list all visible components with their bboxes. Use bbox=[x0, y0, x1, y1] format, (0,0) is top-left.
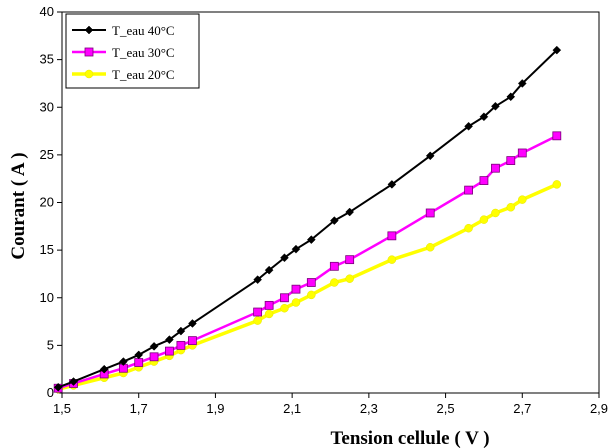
data-point bbox=[425, 151, 435, 161]
legend-item: T_eau 30°C bbox=[72, 45, 175, 60]
legend-label: T_eau 20°C bbox=[112, 67, 175, 82]
data-point bbox=[53, 382, 63, 392]
data-point bbox=[99, 364, 109, 374]
x-tick-label: 1,9 bbox=[206, 401, 224, 416]
data-point bbox=[253, 307, 263, 317]
data-point bbox=[306, 235, 316, 245]
data-point bbox=[280, 253, 289, 263]
x-tick-label: 1,7 bbox=[130, 401, 148, 416]
legend-label: T_eau 40°C bbox=[112, 23, 175, 38]
x-tick-label: 2,7 bbox=[513, 401, 531, 416]
data-point bbox=[134, 358, 144, 367]
data-point bbox=[280, 293, 289, 303]
data-point bbox=[518, 195, 527, 204]
data-point bbox=[491, 101, 500, 111]
series-line bbox=[57, 134, 558, 390]
y-tick-label: 15 bbox=[40, 242, 54, 257]
data-point bbox=[291, 298, 301, 307]
y-tick-label: 25 bbox=[40, 147, 54, 162]
legend: T_eau 40°C T_eau 30°C T_eau 20°C bbox=[65, 13, 200, 89]
data-point bbox=[165, 335, 174, 345]
data-point bbox=[479, 112, 489, 122]
data-point bbox=[425, 208, 435, 218]
data-point bbox=[425, 243, 435, 252]
data-point bbox=[345, 207, 355, 217]
data-point bbox=[506, 92, 516, 102]
data-point bbox=[491, 208, 500, 218]
legend-marker bbox=[84, 69, 94, 79]
data-point bbox=[517, 79, 527, 88]
y-tick-label: 35 bbox=[40, 52, 54, 67]
x-tick-label: 2,5 bbox=[437, 401, 455, 416]
data-point bbox=[552, 131, 562, 141]
data-point bbox=[253, 275, 262, 285]
y-tick-label: 10 bbox=[40, 290, 54, 305]
x-tick-label: 2,3 bbox=[360, 401, 378, 416]
data-point bbox=[345, 255, 355, 265]
data-point bbox=[188, 336, 197, 346]
data-point bbox=[387, 180, 397, 189]
data-point bbox=[306, 278, 316, 287]
series-square bbox=[53, 131, 562, 393]
y-tick-label: 0 bbox=[47, 385, 54, 400]
data-point bbox=[464, 223, 473, 233]
data-point bbox=[491, 163, 500, 173]
y-tick-label: 5 bbox=[47, 337, 54, 352]
legend-label: T_eau 30°C bbox=[112, 45, 175, 60]
data-point bbox=[291, 244, 301, 254]
data-point bbox=[464, 185, 473, 195]
data-point bbox=[119, 357, 128, 366]
data-point bbox=[464, 121, 473, 131]
data-point bbox=[149, 341, 159, 351]
x-tick-label: 2,1 bbox=[283, 401, 301, 416]
x-tick-label: 2,9 bbox=[590, 401, 608, 416]
data-point bbox=[188, 319, 197, 328]
data-point bbox=[552, 45, 562, 55]
data-point bbox=[69, 377, 78, 386]
y-tick-label: 40 bbox=[40, 4, 54, 19]
data-point bbox=[517, 148, 527, 158]
data-point bbox=[253, 316, 262, 325]
legend-marker bbox=[84, 25, 94, 35]
data-point bbox=[387, 231, 397, 241]
x-axis-title: Tension cellule ( V ) bbox=[330, 428, 489, 448]
legend-item: T_eau 20°C bbox=[72, 67, 175, 82]
data-point bbox=[149, 352, 159, 362]
series-layer bbox=[53, 45, 562, 394]
data-point bbox=[387, 255, 397, 264]
data-point bbox=[506, 156, 516, 165]
legend-item: T_eau 40°C bbox=[72, 23, 175, 38]
legend-marker bbox=[84, 47, 94, 57]
data-point bbox=[264, 265, 274, 275]
data-point bbox=[164, 346, 174, 356]
data-point bbox=[176, 340, 186, 350]
data-point bbox=[479, 215, 489, 224]
data-point bbox=[506, 203, 516, 212]
x-tick-label: 1,5 bbox=[53, 401, 71, 416]
series-diamond bbox=[53, 45, 562, 392]
data-point bbox=[134, 350, 144, 360]
y-tick-label: 20 bbox=[40, 195, 54, 210]
data-point bbox=[280, 303, 289, 313]
data-point bbox=[264, 309, 274, 319]
data-point bbox=[329, 261, 339, 271]
y-tick-label: 30 bbox=[40, 99, 54, 114]
x-axis: 1,5 1,7 1,9 2,1 2,3 2,5 2,7 2,9 bbox=[53, 393, 608, 416]
y-axis: 0 5 10 15 20 25 30 35 40 bbox=[40, 4, 62, 400]
data-point bbox=[552, 180, 562, 189]
data-point bbox=[479, 176, 489, 185]
data-point bbox=[291, 284, 301, 294]
data-point bbox=[330, 278, 339, 287]
data-point bbox=[329, 216, 339, 225]
data-point bbox=[176, 326, 186, 336]
y-axis-title: Courant ( A ) bbox=[8, 152, 29, 259]
data-point bbox=[307, 290, 316, 300]
data-point bbox=[264, 300, 274, 310]
data-point bbox=[345, 274, 354, 283]
